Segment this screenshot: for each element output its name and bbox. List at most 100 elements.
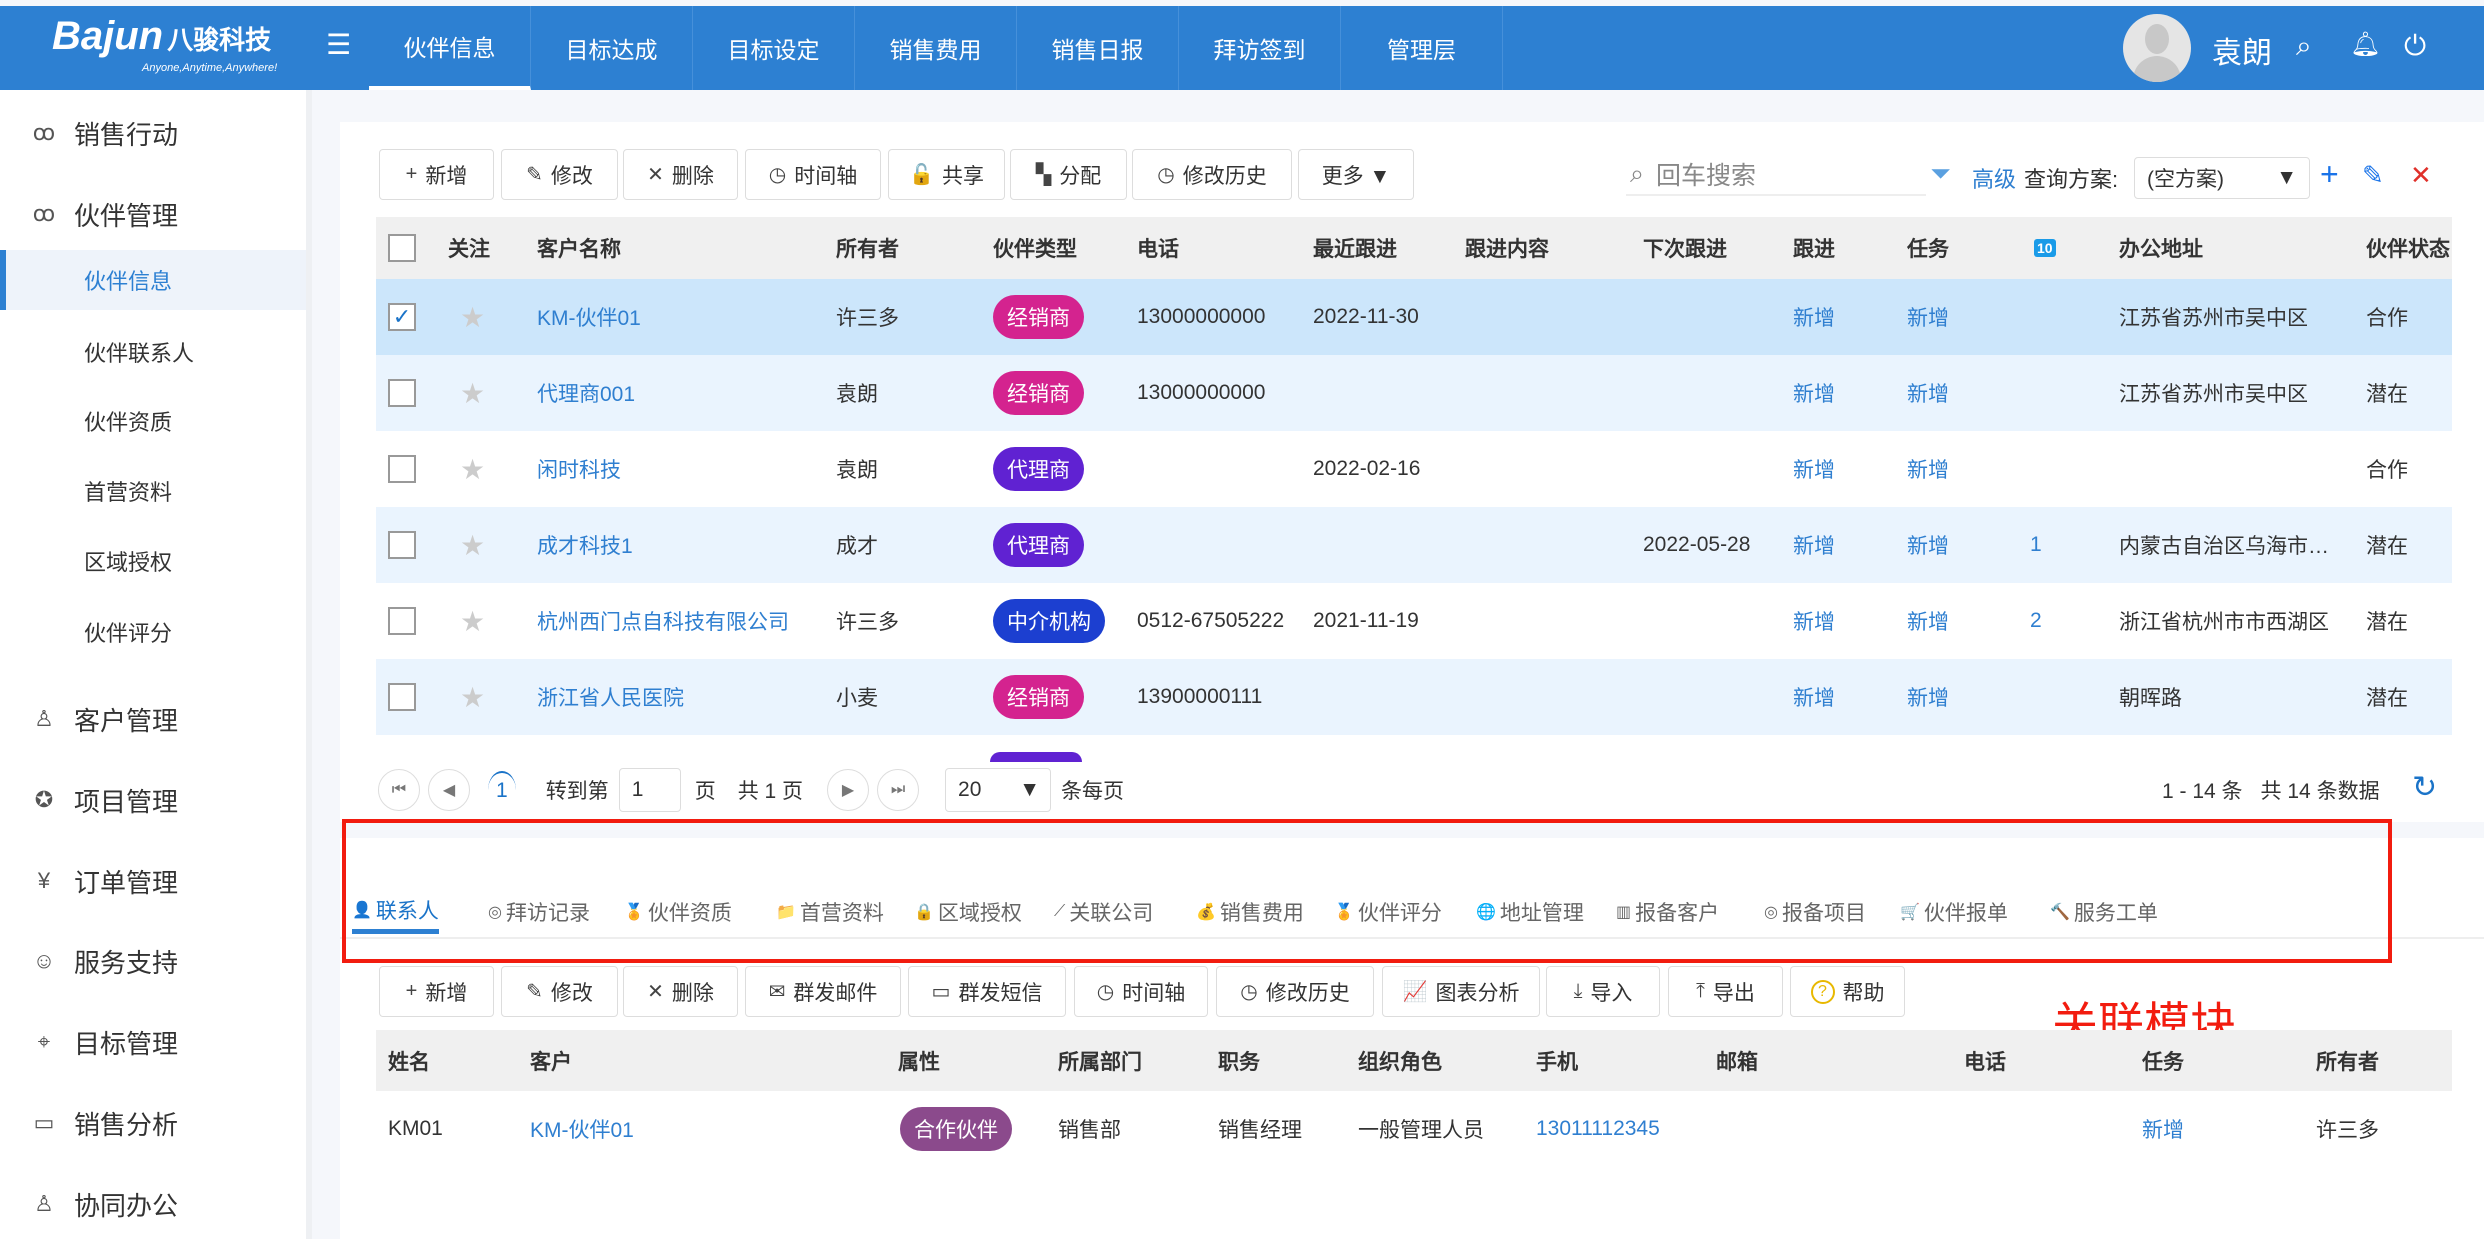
- column-header[interactable]: 职务: [1218, 1050, 1260, 1074]
- row-checkbox[interactable]: [388, 355, 416, 431]
- toolbar-button[interactable]: 🔓 共享: [888, 149, 1005, 200]
- cell-follow[interactable]: 新增: [1793, 535, 1835, 558]
- row-checkbox[interactable]: [388, 583, 416, 659]
- cell-task[interactable]: 新增: [1907, 687, 1949, 710]
- cell-follow[interactable]: 新增: [1793, 383, 1835, 406]
- sidebar-item[interactable]: 首营资料: [0, 461, 306, 521]
- sidebar-item[interactable]: 区域授权: [0, 531, 306, 591]
- star-icon[interactable]: ★: [460, 453, 486, 485]
- related-tab[interactable]: 🏅 伙伴评分: [1334, 902, 1442, 925]
- star-icon[interactable]: ★: [460, 681, 486, 713]
- edit-scheme-icon[interactable]: ✎: [2362, 160, 2384, 190]
- select-all-checkbox[interactable]: [388, 217, 416, 279]
- cell-name[interactable]: 浙江省人民医院: [537, 687, 684, 710]
- column-header[interactable]: 手机: [1536, 1050, 1578, 1074]
- column-header[interactable]: 任务: [2142, 1050, 2184, 1074]
- star-icon[interactable]: ★: [460, 377, 486, 409]
- toolbar-button[interactable]: ◷ 修改历史: [1132, 149, 1292, 200]
- column-header[interactable]: 最近跟进: [1313, 238, 1397, 261]
- related-tab[interactable]: 🌐 地址管理: [1476, 902, 1584, 925]
- delete-scheme-icon[interactable]: ✕: [2410, 160, 2432, 190]
- star-icon[interactable]: ★: [460, 605, 486, 637]
- sidebar-item[interactable]: ♙ 客户管理: [0, 689, 306, 749]
- related-tab[interactable]: 🔒 区域授权: [914, 902, 1022, 925]
- toolbar-button[interactable]: ▚ 分配: [1010, 149, 1127, 200]
- refresh-icon[interactable]: ↻: [2412, 771, 2438, 804]
- sidebar-item[interactable]: ꝏ 伙伴管理: [0, 184, 306, 244]
- column-header[interactable]: 组织角色: [1358, 1050, 1442, 1074]
- cell-follow[interactable]: 新增: [1793, 307, 1835, 330]
- sidebar-item[interactable]: 伙伴评分: [0, 602, 306, 662]
- row-checkbox[interactable]: [388, 431, 416, 507]
- cell-task[interactable]: 新增: [1907, 383, 1949, 406]
- column-header[interactable]: 伙伴状态: [2366, 238, 2450, 261]
- sidebar-item[interactable]: 伙伴联系人: [0, 322, 306, 382]
- column-header[interactable]: 跟进: [1793, 238, 1835, 261]
- subtoolbar-button[interactable]: ✕ 删除: [623, 966, 738, 1017]
- cell-task[interactable]: 新增: [2142, 1119, 2184, 1142]
- row-checkbox[interactable]: [388, 507, 416, 583]
- sidebar-item[interactable]: ⌖ 目标管理: [0, 1012, 306, 1072]
- search-input[interactable]: ⌕ 回车搜索: [1626, 154, 1926, 196]
- search-icon[interactable]: ⌕: [2296, 30, 2312, 61]
- subtoolbar-button[interactable]: 📈 图表分析: [1382, 966, 1540, 1017]
- subtoolbar-button[interactable]: ✎ 修改: [501, 966, 618, 1017]
- subtoolbar-button[interactable]: ✉ 群发邮件: [745, 966, 901, 1017]
- cell-follow[interactable]: 新增: [1793, 459, 1835, 482]
- sidebar-item[interactable]: ꝏ 销售行动: [0, 103, 306, 163]
- nav-tab[interactable]: 目标设定: [693, 6, 855, 90]
- column-header[interactable]: 跟进内容: [1465, 238, 1549, 261]
- cell-follow[interactable]: 新增: [1793, 611, 1835, 634]
- subtable-row[interactable]: KM01 KM-伙伴01 合作伙伴 销售部 销售经理 一般管理人员 13011112345 新…: [376, 1091, 2452, 1167]
- nav-tab[interactable]: 销售费用: [855, 6, 1017, 90]
- related-tab[interactable]: 🏅 伙伴资质: [624, 902, 732, 925]
- page-size-select[interactable]: 20 ▼: [945, 768, 1052, 812]
- cell-customer[interactable]: KM-伙伴01: [530, 1119, 634, 1142]
- sidebar-item[interactable]: ¥ 订单管理: [0, 851, 306, 911]
- column-header[interactable]: 所属部门: [1058, 1050, 1142, 1074]
- column-header[interactable]: 邮箱: [1716, 1050, 1758, 1074]
- column-header[interactable]: 所有者: [836, 238, 899, 261]
- column-header[interactable]: 任务: [1907, 238, 1949, 261]
- sidebar-item[interactable]: ▭ 销售分析: [0, 1093, 306, 1153]
- column-header[interactable]: 属性: [898, 1050, 940, 1074]
- subtoolbar-button[interactable]: + 新增: [379, 966, 494, 1017]
- toolbar-button[interactable]: 更多 ▼: [1298, 149, 1414, 200]
- cell-mobile[interactable]: 13011112345: [1536, 1117, 1660, 1140]
- nav-tab[interactable]: 伙伴信息: [369, 6, 531, 90]
- table-row[interactable]: ★ 代理商001 袁朗 经销商 13000000000 新增 新增 江苏省苏州市吴中区 潜在: [376, 355, 2452, 431]
- table-row[interactable]: ★ 闲时科技 袁朗 代理商 2022-02-16 新增 新增 合作: [376, 431, 2452, 507]
- power-icon[interactable]: ⏻: [2404, 30, 2427, 61]
- subtoolbar-button[interactable]: ⤒ 导出: [1668, 966, 1783, 1017]
- advanced-search-link[interactable]: 高级: [1972, 167, 2017, 192]
- avatar[interactable]: [2123, 14, 2191, 82]
- next-page-icon[interactable]: ▶: [827, 769, 870, 811]
- goto-page-input[interactable]: 1: [618, 768, 681, 812]
- related-tab[interactable]: ▥ 报备客户: [1616, 902, 1720, 925]
- column-header[interactable]: 办公地址: [2119, 238, 2203, 261]
- cell-name[interactable]: 代理商001: [537, 383, 636, 406]
- row-checkbox[interactable]: [388, 659, 416, 735]
- bell-icon[interactable]: 🔔︎: [2350, 31, 2381, 58]
- user-name[interactable]: 袁朗: [2212, 37, 2272, 70]
- add-scheme-icon[interactable]: +: [2320, 156, 2339, 192]
- column-header[interactable]: 电话: [1137, 238, 1179, 261]
- nav-tab[interactable]: 销售日报: [1017, 6, 1179, 90]
- related-tab[interactable]: 🛒 伙伴报单: [1900, 902, 2008, 925]
- cell-name[interactable]: 闲时科技: [537, 459, 621, 482]
- column-header[interactable]: 客户名称: [537, 238, 621, 261]
- related-tab[interactable]: 👤 联系人: [352, 890, 439, 934]
- column-header[interactable]: 姓名: [388, 1050, 430, 1074]
- last-page-icon[interactable]: ⏭: [877, 769, 920, 811]
- table-row[interactable]: ★ 杭州西门点自科技有限公司 许三多 中介机构 0512-67505222 2021-11…: [376, 583, 2452, 659]
- table-row[interactable]: ★ 浙江省人民医院 小麦 经销商 13900000111 新增 新增 朝晖路 潜在: [376, 659, 2452, 735]
- star-icon[interactable]: ★: [460, 301, 486, 333]
- toolbar-button[interactable]: ✎ 修改: [501, 149, 618, 200]
- column-header[interactable]: 所有者: [2316, 1050, 2379, 1074]
- filter-icon[interactable]: ⏷: [1930, 158, 1951, 188]
- column-header[interactable]: 下次跟进: [1643, 238, 1727, 261]
- related-tab[interactable]: 💰 销售费用: [1196, 902, 1304, 925]
- column-header[interactable]: 客户: [530, 1050, 572, 1074]
- sidebar-item[interactable]: ☺ 服务支持: [0, 931, 306, 991]
- sidebar-item[interactable]: 伙伴信息: [0, 250, 306, 310]
